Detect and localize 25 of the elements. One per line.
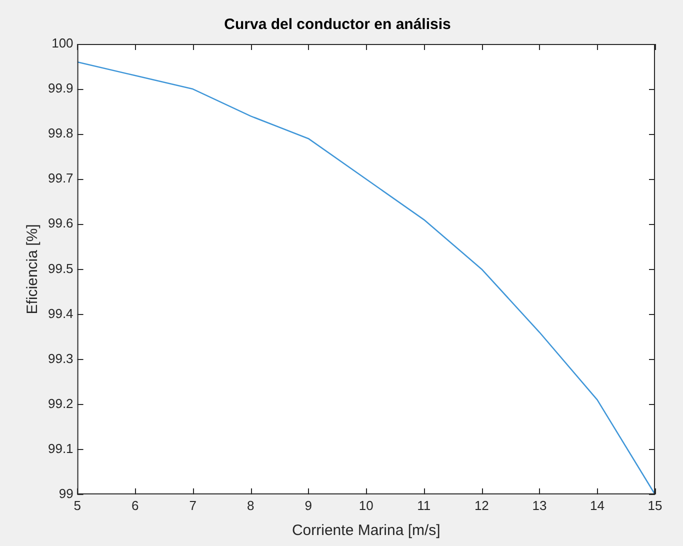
y-tick-label: 99.7 <box>48 170 74 186</box>
y-tick-label: 99.5 <box>48 260 74 276</box>
y-tick-label: 99.3 <box>48 350 74 366</box>
y-tick-label: 100 <box>52 36 74 51</box>
chart-title: Curva del conductor en análisis <box>224 16 451 34</box>
x-tick-label: 12 <box>474 498 489 513</box>
y-axis-title: Eficiencia [%] <box>24 224 42 314</box>
x-tick-label: 7 <box>189 498 196 513</box>
y-tick-label: 99.2 <box>48 396 74 411</box>
x-tick-label: 6 <box>131 498 139 513</box>
x-axis-title: Corriente Marina [m/s] <box>292 522 440 540</box>
x-tick-label: 11 <box>417 498 431 513</box>
y-tick-label: 99.1 <box>48 440 74 456</box>
y-tick-label: 99.8 <box>48 126 74 141</box>
x-tick-label: 10 <box>358 498 374 513</box>
y-tick-label: 99 <box>58 486 74 501</box>
x-tick-label: 9 <box>304 498 312 513</box>
x-tick-label: 5 <box>74 498 81 513</box>
y-tick-label: 99.9 <box>48 80 74 96</box>
x-tick-label: 8 <box>246 498 254 513</box>
y-tick-label: 99.6 <box>48 216 74 231</box>
x-tick-label: 13 <box>532 498 547 513</box>
x-tick-label: 14 <box>590 498 604 513</box>
y-tick-label: 99.4 <box>48 306 74 321</box>
x-tick-label: 15 <box>648 498 662 513</box>
